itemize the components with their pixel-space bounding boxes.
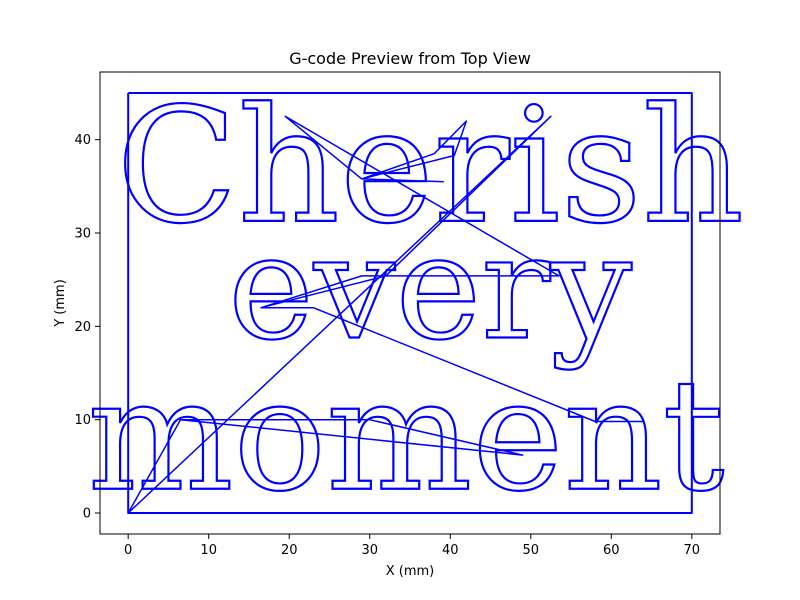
- y-tick-label: 0: [83, 507, 91, 522]
- chart-title: G-code Preview from Top View: [289, 49, 531, 68]
- y-axis-label: Y (mm): [53, 279, 68, 328]
- x-tick-label: 10: [200, 543, 217, 558]
- y-tick-label: 40: [74, 133, 91, 148]
- x-axis-label: X (mm): [386, 564, 435, 579]
- toolpath-border-line: [127, 92, 693, 514]
- x-tick-label: 50: [523, 543, 540, 558]
- y-tick-label: 20: [74, 320, 91, 335]
- axes-frame: [99, 71, 721, 535]
- y-tick-label: 10: [74, 413, 91, 428]
- x-tick-label: 70: [684, 543, 701, 558]
- x-tick-label: 40: [442, 543, 459, 558]
- engraved-word-2: moment: [87, 347, 724, 526]
- x-axis-ticks: 0 10 20 30 40 50 60 70: [124, 534, 700, 558]
- y-tick-label: 30: [74, 227, 91, 242]
- x-tick-label: 20: [281, 543, 298, 558]
- y-axis-ticks: 0 10 20 30 40: [74, 133, 100, 522]
- x-tick-label: 0: [124, 543, 132, 558]
- engraved-word-1: every: [228, 205, 632, 373]
- toolpath-travel-line: [127, 115, 645, 514]
- x-tick-label: 30: [361, 543, 378, 558]
- x-tick-label: 60: [603, 543, 620, 558]
